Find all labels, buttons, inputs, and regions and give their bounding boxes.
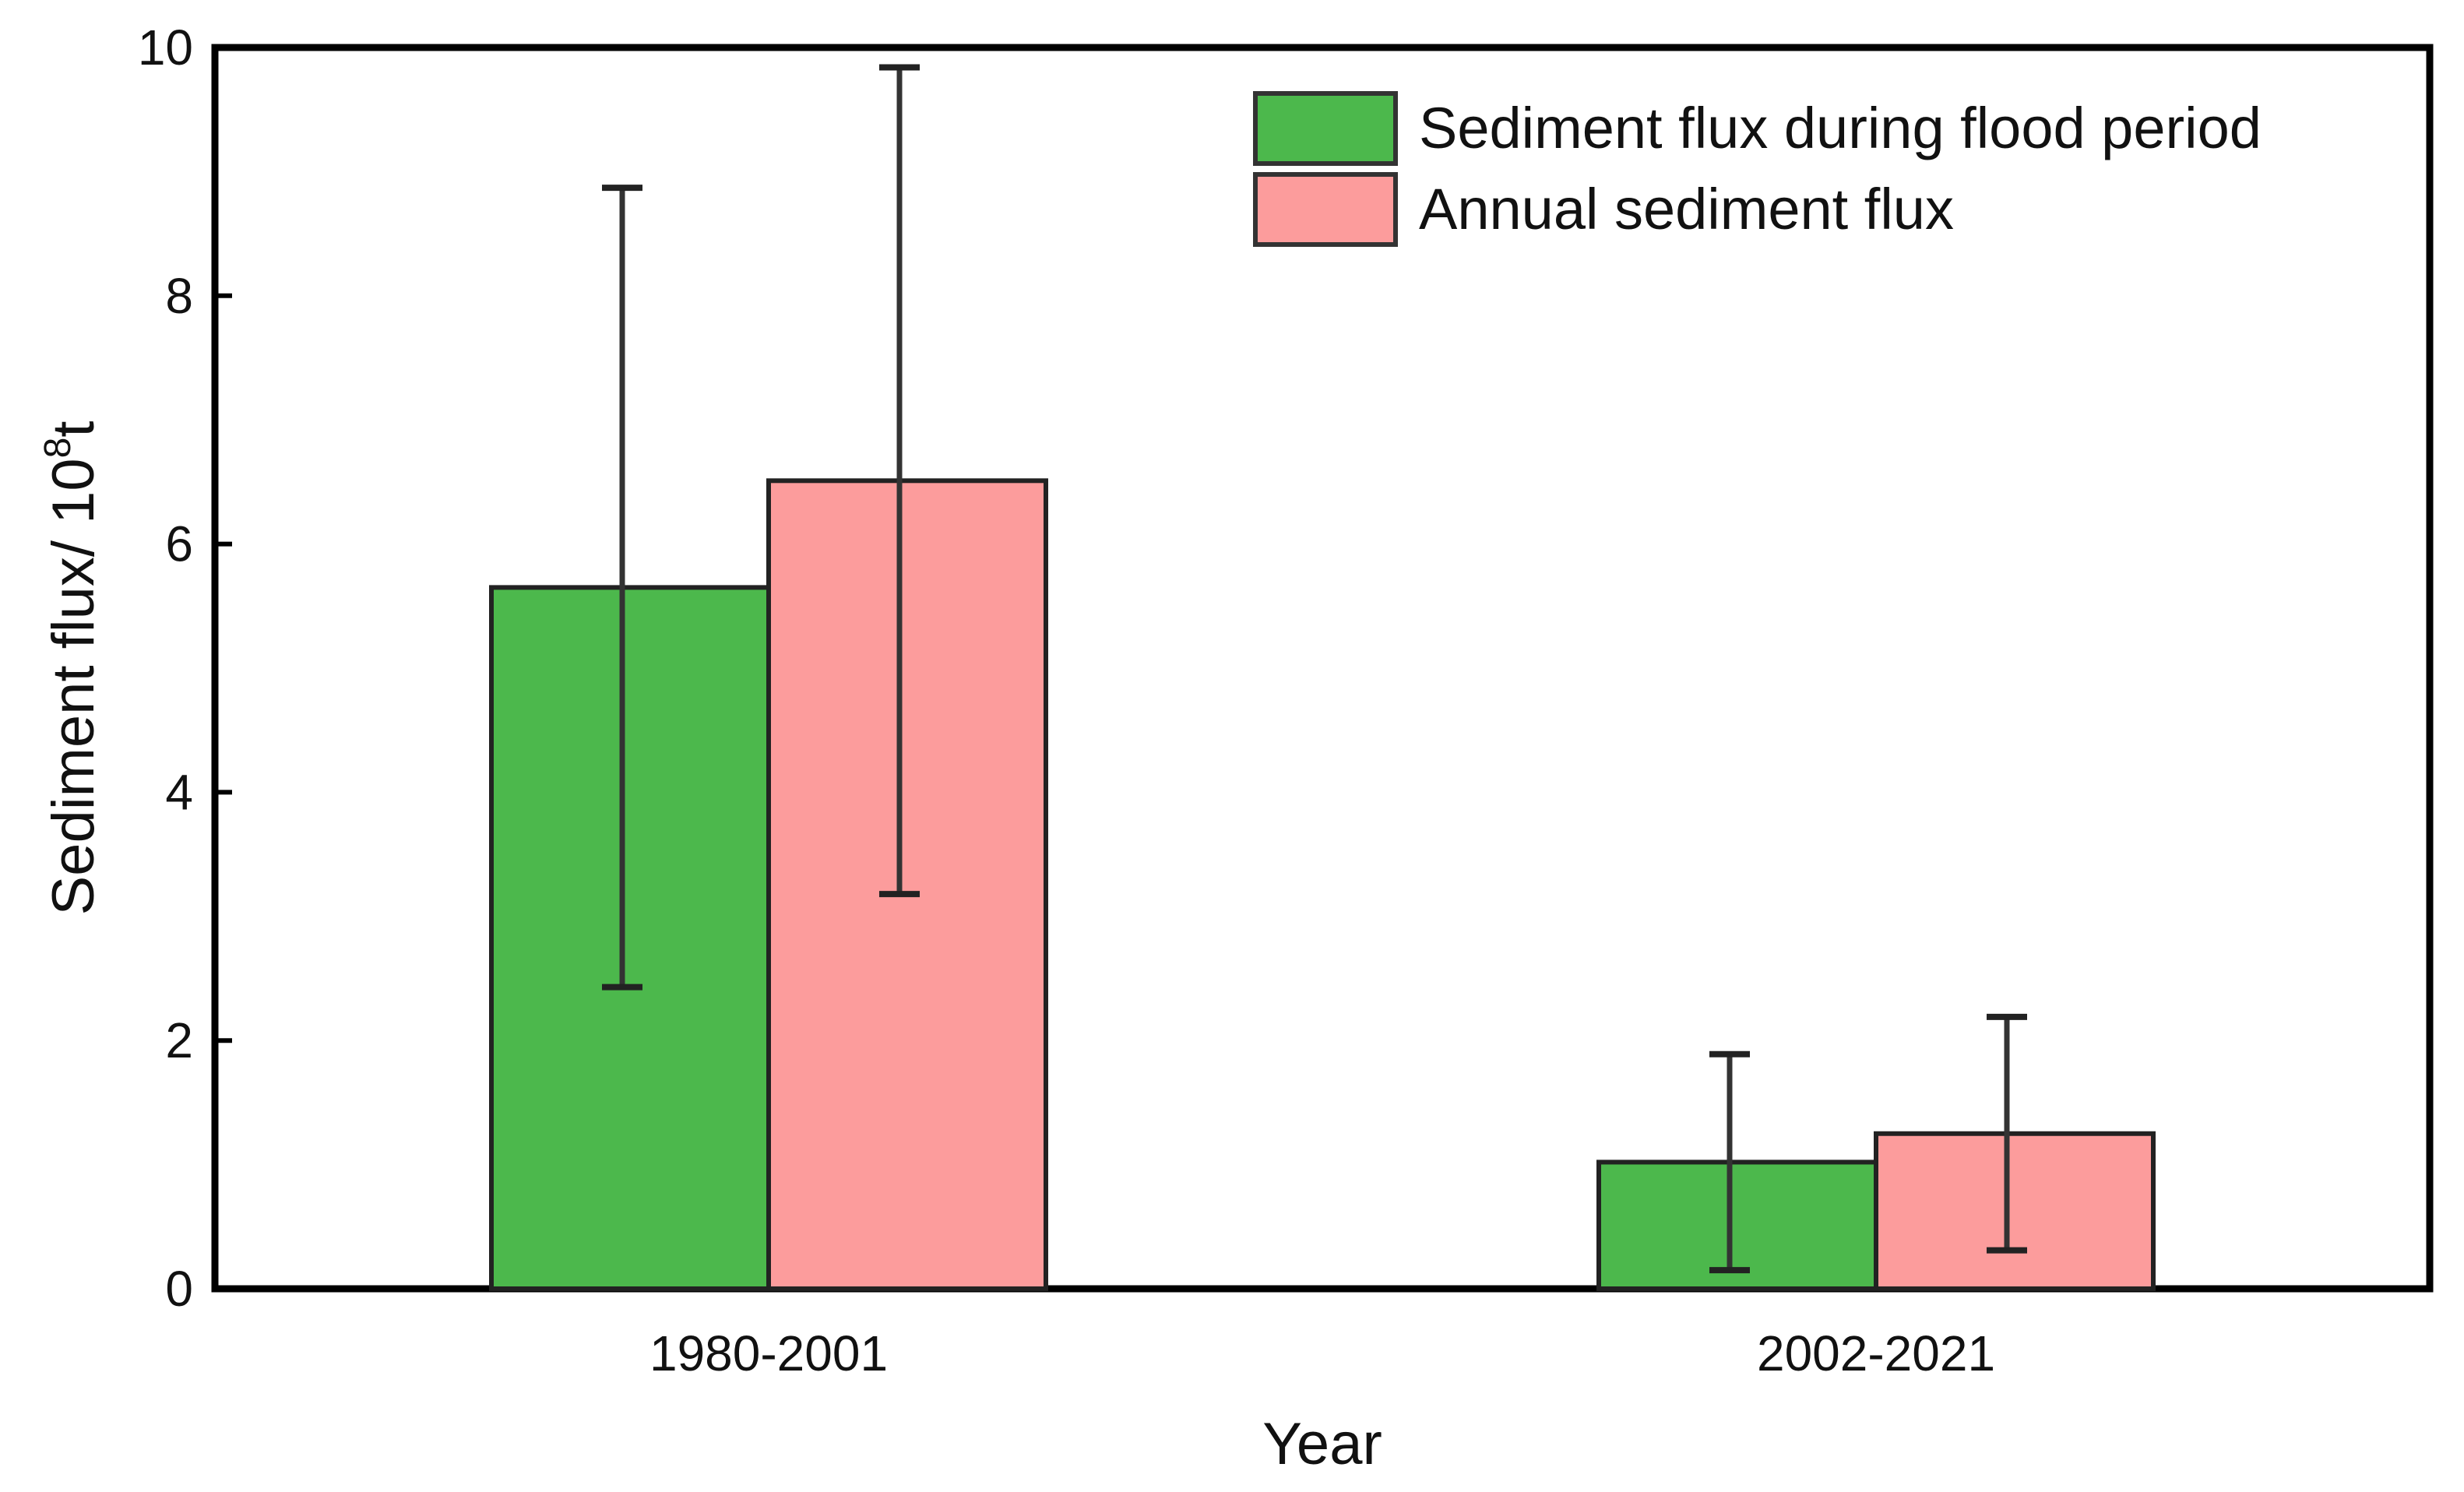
y-axis-title: Sediment flux/ 108t — [37, 421, 107, 915]
y-tick-label: 6 — [165, 516, 193, 572]
legend-swatch-annual — [1253, 172, 1398, 247]
y-tick-label: 10 — [138, 19, 193, 76]
y-axis-title-superscript: 8 — [37, 438, 79, 459]
y-tick-label: 0 — [165, 1261, 193, 1317]
legend: Sediment flux during flood period Annual… — [1253, 91, 2262, 247]
error-bars-layer — [602, 64, 2027, 1274]
bar — [1874, 1131, 2156, 1291]
legend-swatch-flood — [1253, 91, 1398, 166]
y-axis-ticks: 0 2 4 6 8 10 — [138, 19, 232, 1317]
bar — [489, 585, 771, 1291]
legend-label-annual: Annual sediment flux — [1419, 177, 1954, 241]
y-axis-title-unit: t — [40, 421, 107, 437]
bar — [766, 478, 1048, 1291]
bars-layer — [489, 478, 2156, 1291]
x-axis-ticks: 1980-2001 2002-2021 — [649, 1325, 1995, 1381]
x-axis-title: Year — [1262, 1411, 1382, 1477]
legend-label-flood: Sediment flux during flood period — [1419, 96, 2262, 160]
y-tick-label: 4 — [165, 764, 193, 820]
y-axis-title-main: Sediment flux/ 10 — [40, 458, 107, 915]
y-tick-label: 8 — [165, 268, 193, 324]
x-tick-label: 2002-2021 — [1757, 1325, 1995, 1381]
y-tick-label: 2 — [165, 1012, 193, 1068]
x-tick-label: 1980-2001 — [649, 1325, 888, 1381]
plot-frame — [211, 44, 2434, 1293]
